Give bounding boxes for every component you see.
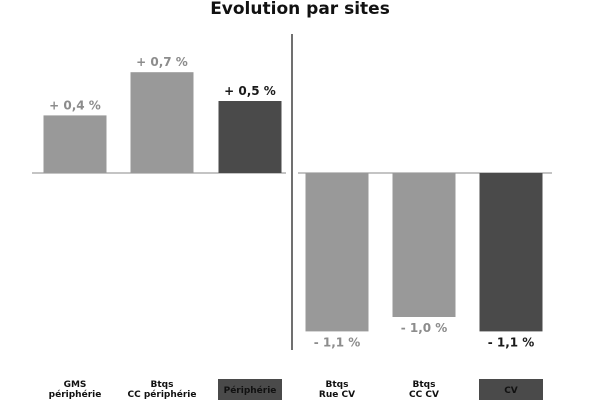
category-label-1-line-1: CC périphérie [128, 389, 197, 400]
bar-4 [392, 173, 456, 317]
category-label-4-line-1: CC CV [409, 390, 439, 400]
chart-title: Evolution par sites [210, 0, 390, 19]
category-label-bg-2 [218, 379, 282, 400]
category-label-4-line-0: Btqs [413, 380, 436, 390]
bar-1 [130, 72, 194, 173]
category-label-5: CV [504, 386, 518, 396]
bar-5 [479, 173, 543, 332]
bar-3 [305, 173, 369, 332]
value-label-2: + 0,5 % [224, 84, 276, 98]
category-label-0-line-1: périphérie [49, 389, 102, 400]
bar-0 [43, 115, 107, 173]
category-label-0-line-0: GMS [64, 380, 87, 390]
value-label-3: - 1,1 % [314, 335, 361, 349]
category-label-bg-5 [479, 379, 543, 400]
category-label-3-line-1: Rue CV [319, 390, 355, 400]
category-label-2: Périphérie [224, 385, 277, 396]
value-label-0: + 0,4 % [49, 98, 101, 112]
category-label-1-line-0: Btqs [151, 380, 174, 390]
value-label-1: + 0,7 % [136, 55, 188, 69]
bar-2 [218, 101, 282, 173]
category-label-3-line-0: Btqs [326, 380, 349, 390]
value-label-4: - 1,0 % [401, 321, 448, 335]
value-label-5: - 1,1 % [488, 335, 535, 349]
